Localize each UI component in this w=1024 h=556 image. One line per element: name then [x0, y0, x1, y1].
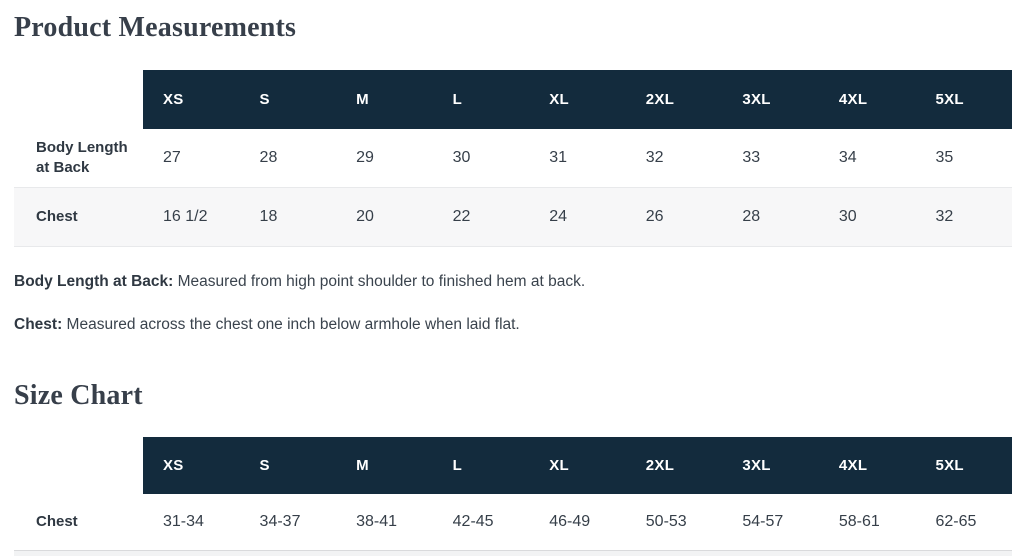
measurement-cell: 34: [838, 149, 857, 166]
table-row-chest: Chest 16 1/2 18 20 22 24 26 28 30 32: [14, 188, 1012, 247]
size-chart-table: XS S M L XL 2XL 3XL 4XL 5XL Chest 31-34 …: [14, 437, 1012, 556]
corner-cell: [14, 70, 143, 129]
measurement-cell: 18: [259, 208, 278, 225]
row-label: Body Length at Back: [36, 139, 128, 176]
table-row-chest-range: Chest 31-34 34-37 38-41 42-45 46-49 50-5…: [14, 494, 1012, 550]
measurement-cell: 22: [452, 208, 471, 225]
size-header-row: XS S M L XL 2XL 3XL 4XL 5XL: [14, 70, 1012, 129]
note-text: Measured across the chest one inch below…: [66, 316, 520, 333]
measurement-cell: 16 1/2: [163, 208, 208, 225]
measurement-cell: 58-61: [838, 513, 880, 530]
measurement-cell: 46-49: [549, 513, 591, 530]
size-header-cell: 3XL: [722, 437, 819, 494]
size-header-cell: M: [336, 70, 433, 129]
note-label: Body Length at Back:: [14, 273, 174, 290]
size-header-cell: XS: [143, 437, 240, 494]
measurement-cell: 54-57: [742, 513, 784, 530]
measurement-notes: Body Length at Back: Measured from high …: [14, 271, 1012, 336]
size-header-cell: 5XL: [915, 70, 1012, 129]
size-header-row: XS S M L XL 2XL 3XL 4XL 5XL: [14, 437, 1012, 494]
size-header-cell: XL: [529, 70, 626, 129]
measurement-cell: 62-65: [935, 513, 977, 530]
product-measurements-table: XS S M L XL 2XL 3XL 4XL 5XL Body Length …: [14, 70, 1012, 247]
row-label: Chest: [36, 208, 78, 225]
size-header-cell: S: [239, 70, 337, 129]
measurement-cell: 38-41: [356, 513, 398, 530]
measurement-cell: 35: [935, 149, 954, 166]
product-measurements-title: Product Measurements: [14, 12, 297, 43]
note-chest: Chest: Measured across the chest one inc…: [14, 314, 1012, 336]
size-header-cell: L: [432, 70, 530, 129]
size-header-cell: XS: [143, 70, 240, 129]
measurement-cell: 33: [742, 149, 761, 166]
table-row-body-length: Body Length at Back 27 28 29 30 31 32 33…: [14, 129, 1012, 188]
size-chart-title: Size Chart: [14, 380, 143, 411]
measurement-cell: 42-45: [452, 513, 494, 530]
size-header-cell: S: [239, 437, 337, 494]
size-header-cell: XL: [529, 437, 626, 494]
measurement-cell: 29: [356, 149, 374, 166]
note-text: Measured from high point shoulder to fin…: [177, 273, 586, 290]
size-header-cell: 4XL: [818, 70, 916, 129]
measurement-cell: 26: [645, 208, 664, 225]
note-body-length: Body Length at Back: Measured from high …: [14, 271, 1012, 293]
size-header-cell: L: [432, 437, 530, 494]
measurement-cell: 30: [452, 149, 471, 166]
measurement-cell: 28: [742, 208, 761, 225]
measurement-cell: 50-53: [645, 513, 687, 530]
measurement-cell: 27: [163, 149, 181, 166]
size-header-cell: 5XL: [915, 437, 1012, 494]
row-label: Chest: [36, 513, 78, 530]
measurement-cell: 24: [549, 208, 568, 225]
measurement-cell: 30: [838, 208, 857, 225]
size-chart-next-row-partial: [14, 550, 1012, 556]
size-header-cell: 3XL: [722, 70, 819, 129]
corner-cell: [14, 437, 143, 494]
measurement-cell: 32: [645, 149, 664, 166]
size-header-cell: 2XL: [625, 70, 723, 129]
measurement-cell: 31-34: [163, 513, 204, 530]
measurement-cell: 28: [259, 149, 278, 166]
size-header-cell: 4XL: [818, 437, 916, 494]
size-header-cell: M: [336, 437, 433, 494]
measurement-cell: 31: [549, 149, 568, 166]
note-label: Chest:: [14, 316, 63, 333]
measurement-cell: 32: [935, 208, 954, 225]
measurement-cell: 20: [356, 208, 374, 225]
size-header-cell: 2XL: [625, 437, 723, 494]
measurement-cell: 34-37: [259, 513, 301, 530]
